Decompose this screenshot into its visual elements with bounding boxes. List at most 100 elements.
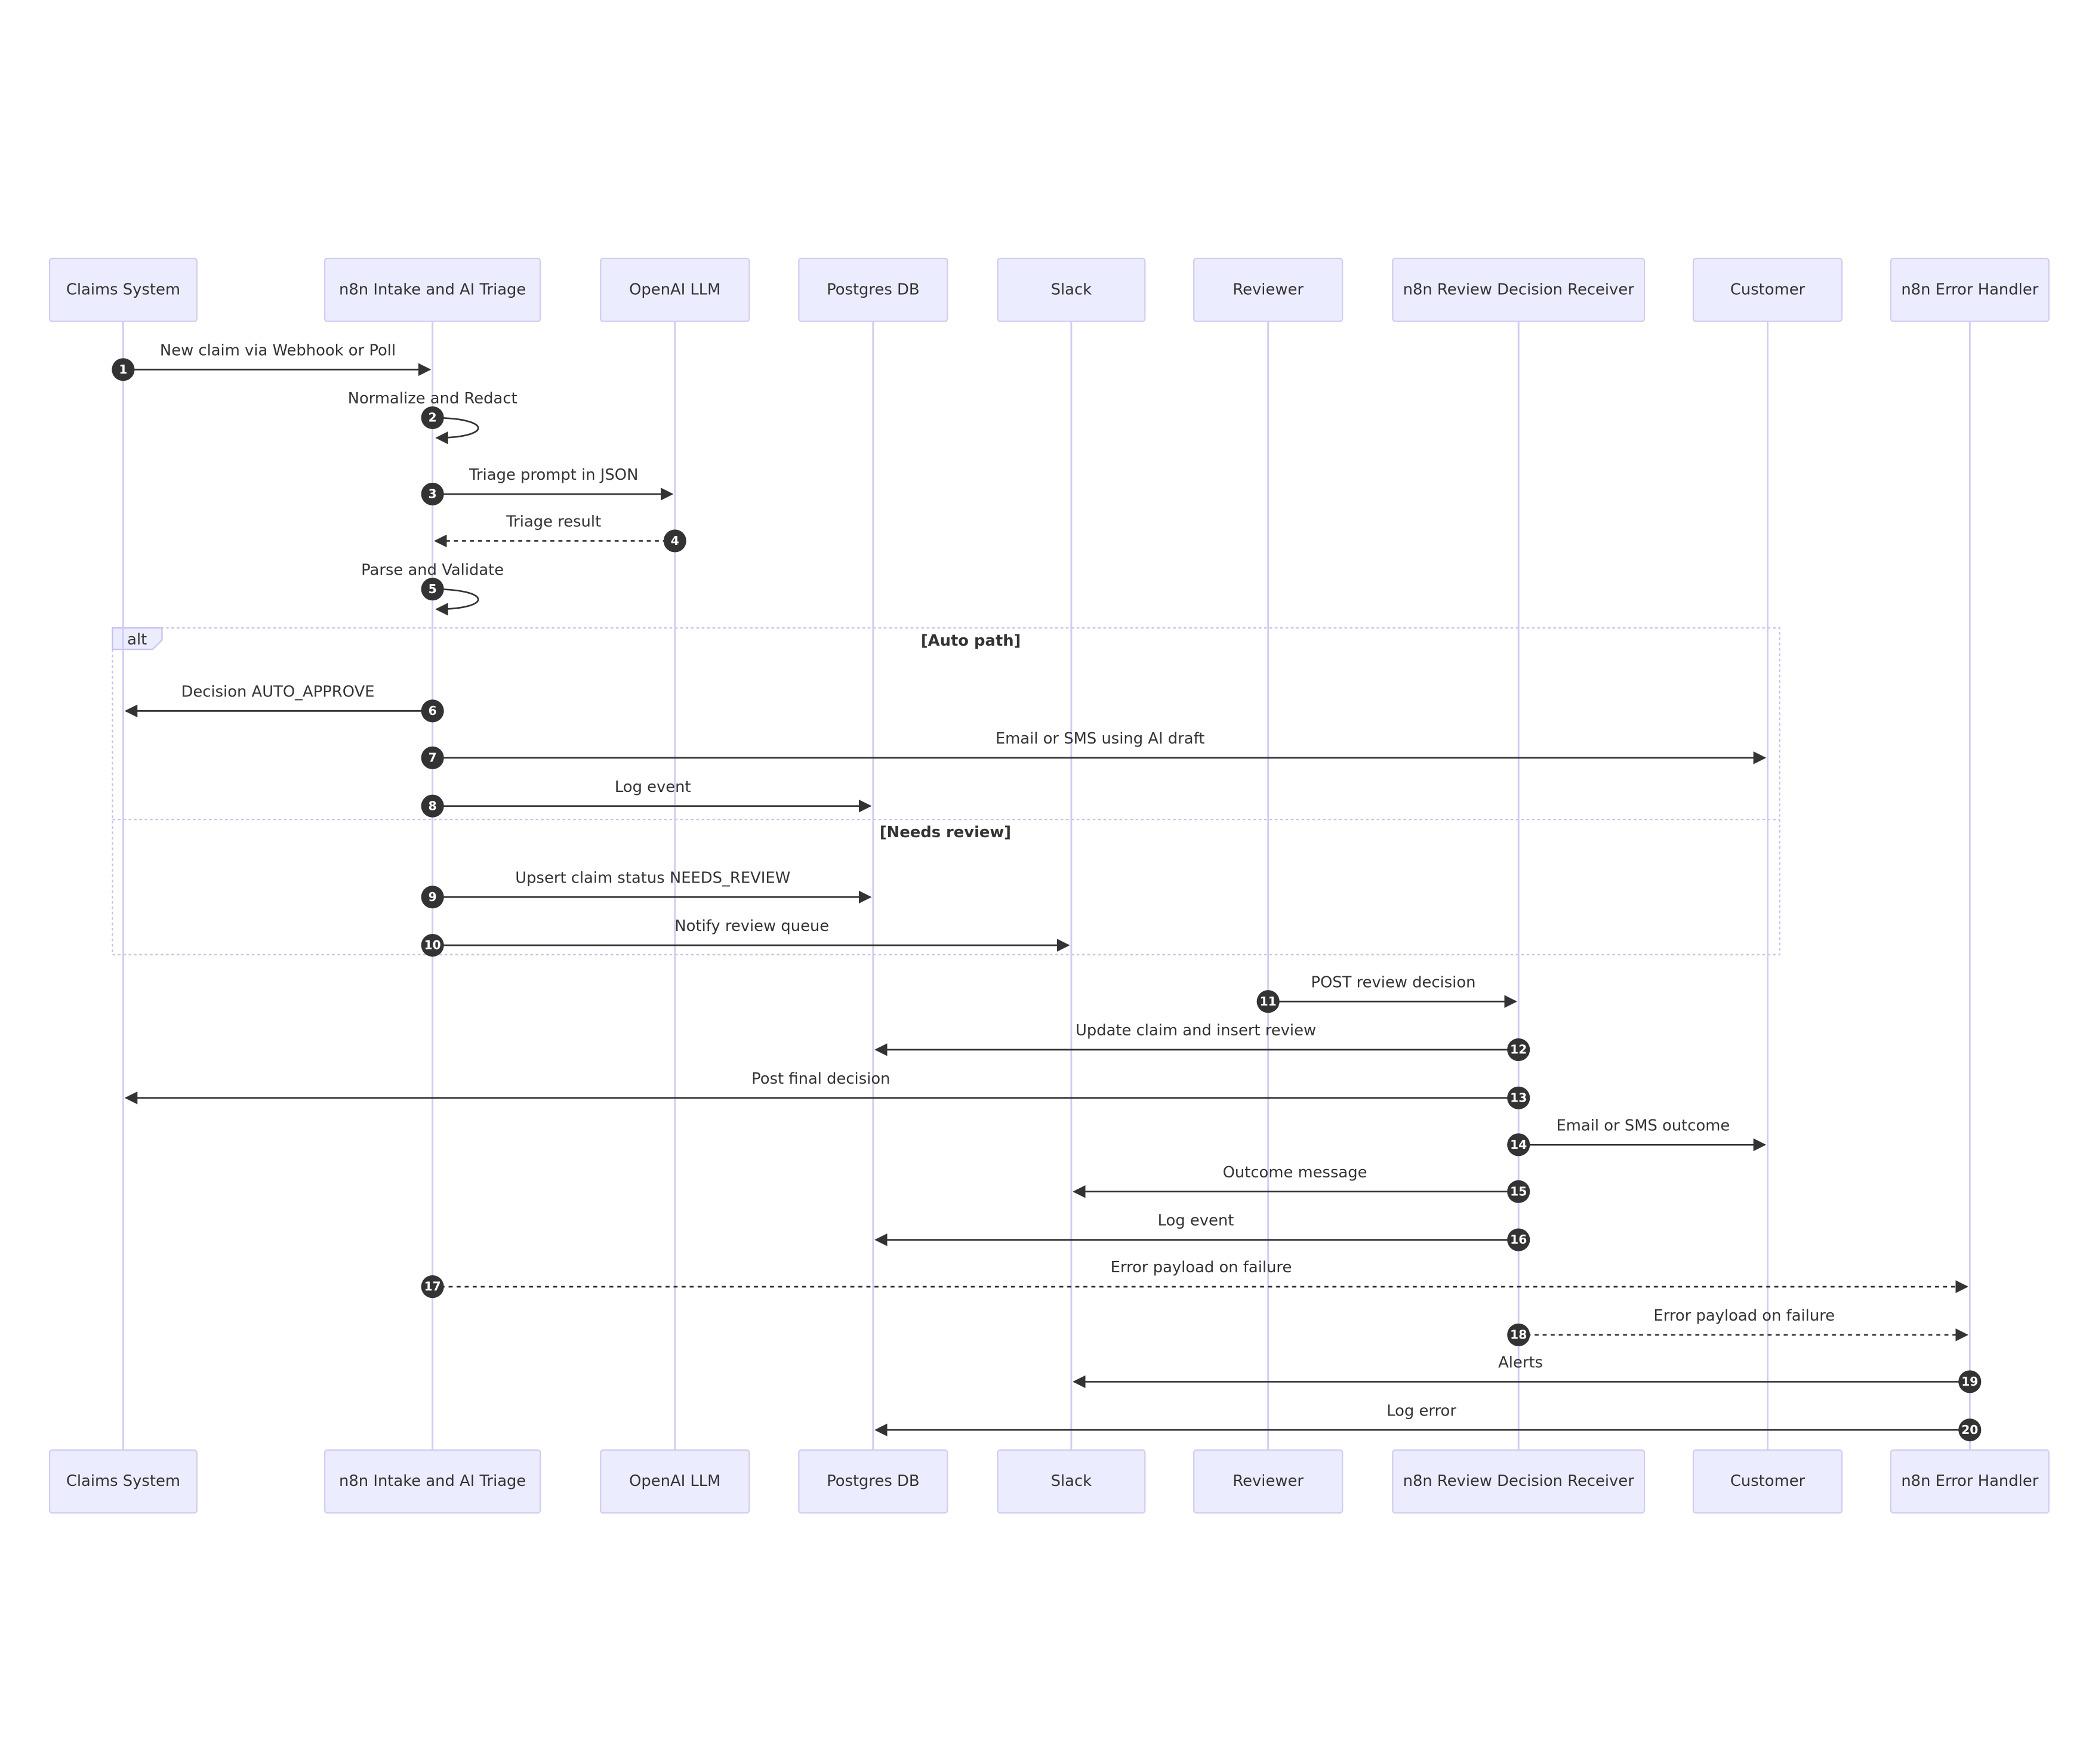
sequence-number: 19 [1961, 1374, 1978, 1389]
participant-label: n8n Intake and AI Triage [339, 1472, 526, 1490]
sequence-number-badge [112, 358, 135, 381]
sequence-number-badge [421, 933, 444, 957]
sequence-number: 20 [1961, 1423, 1978, 1437]
participant-label: n8n Error Handler [1901, 1472, 2038, 1490]
sequence-number-badge [1507, 1038, 1530, 1062]
message-label: Triage result [506, 513, 601, 531]
participant-label: Reviewer [1233, 280, 1304, 298]
sequence-number-badge [1507, 1180, 1530, 1203]
message-label: Upsert claim status NEEDS_REVIEW [515, 869, 790, 887]
sequence-number-badge [421, 482, 444, 505]
alt-tag [112, 627, 163, 650]
sequence-number: 2 [429, 411, 437, 425]
message-label: Email or SMS outcome [1556, 1117, 1730, 1134]
participant-box [798, 1449, 948, 1514]
participant-label: Claims System [66, 1472, 180, 1490]
participant-label: Reviewer [1233, 1472, 1304, 1490]
sequence-number-badge [421, 1275, 444, 1299]
participant-label: Postgres DB [827, 280, 919, 298]
sequence-number-badge [663, 529, 686, 553]
participant-box [48, 257, 198, 322]
participant-box [600, 1449, 750, 1514]
participant-label: OpenAI LLM [629, 1472, 720, 1490]
message-label: Log error [1386, 1402, 1456, 1420]
participant-label: n8n Review Decision Receiver [1403, 1472, 1635, 1490]
sequence-number: 1 [119, 362, 127, 377]
message-label: Parse and Validate [361, 561, 504, 579]
sequence-number-badge [1507, 1228, 1530, 1251]
sequence-number-badge [421, 578, 444, 601]
message-label: New claim via Webhook or Poll [160, 341, 396, 359]
participant-box [1890, 1449, 2050, 1514]
participant-box [1890, 257, 2050, 322]
participant-box [1392, 257, 1646, 322]
sequence-number: 12 [1510, 1043, 1527, 1057]
message-label: Error payload on failure [1111, 1259, 1292, 1276]
message-label: Notify review queue [674, 917, 829, 935]
sequence-number-badge [1958, 1370, 1982, 1393]
participant-label: OpenAI LLM [629, 280, 720, 298]
sequence-number: 13 [1510, 1090, 1527, 1105]
participant-box [600, 257, 750, 322]
sequence-number-badge [421, 886, 444, 909]
alt-label: alt [127, 631, 147, 649]
sequence-number-badge [1507, 1133, 1530, 1157]
sequence-number: 7 [429, 751, 437, 765]
participant-box [323, 257, 541, 322]
participant-label: Customer [1730, 1472, 1805, 1490]
alt-section-label: [Needs review] [880, 824, 1011, 841]
participant-box [997, 257, 1146, 322]
sequence-number: 5 [429, 582, 437, 596]
self-message-arrow [432, 588, 479, 616]
sequence-number: 4 [671, 533, 679, 548]
message-label: Log event [615, 778, 691, 796]
sequence-number: 10 [424, 938, 441, 952]
participant-label: n8n Error Handler [1901, 280, 2038, 298]
sequence-number-badge [421, 794, 444, 818]
message-label: Alerts [1498, 1354, 1543, 1372]
participant-box [1692, 257, 1843, 322]
sequence-number-badge [421, 406, 444, 430]
message-label: Triage prompt in JSON [469, 466, 638, 484]
alt-frame [112, 627, 1780, 955]
sequence-number: 9 [429, 890, 437, 904]
participant-label: Slack [1051, 1472, 1092, 1490]
sequence-number-badge [421, 746, 444, 769]
participant-box [1193, 257, 1344, 322]
participant-label: Claims System [66, 280, 180, 298]
sequence-number: 3 [429, 487, 437, 501]
participant-box [997, 1449, 1146, 1514]
participant-label: Customer [1730, 280, 1805, 298]
alt-section-label: [Auto path] [921, 632, 1021, 650]
participant-box [798, 257, 948, 322]
message-label: Log event [1158, 1212, 1234, 1230]
message-label: Normalize and Redact [348, 390, 517, 408]
participant-box [1692, 1449, 1843, 1514]
sequence-number: 15 [1510, 1184, 1527, 1198]
sequence-number-badge [421, 699, 444, 723]
participant-box [48, 1449, 198, 1514]
message-label: Outcome message [1223, 1164, 1367, 1182]
message-label: Update claim and insert review [1076, 1022, 1316, 1040]
sequence-number-badge [1958, 1418, 1982, 1442]
self-message-arrow [432, 417, 479, 445]
message-label: Email or SMS using AI draft [996, 730, 1204, 748]
participant-label: n8n Intake and AI Triage [339, 280, 526, 298]
sequence-number: 8 [429, 798, 437, 813]
participant-label: Postgres DB [827, 1472, 919, 1490]
participant-box [1193, 1449, 1344, 1514]
sequence-number-badge [1507, 1323, 1530, 1346]
participant-box [323, 1449, 541, 1514]
sequence-number: 6 [429, 704, 437, 718]
sequence-number: 17 [424, 1279, 441, 1294]
participant-label: Slack [1051, 280, 1092, 298]
message-label: Error payload on failure [1653, 1307, 1835, 1325]
sequence-number-badge [1256, 990, 1280, 1013]
sequence-number: 14 [1510, 1137, 1527, 1152]
participant-box [1392, 1449, 1646, 1514]
sequence-number: 11 [1260, 994, 1277, 1009]
message-label: Decision AUTO_APPROVE [181, 683, 375, 701]
sequence-number-badge [1507, 1086, 1530, 1109]
sequence-number: 16 [1510, 1232, 1527, 1247]
